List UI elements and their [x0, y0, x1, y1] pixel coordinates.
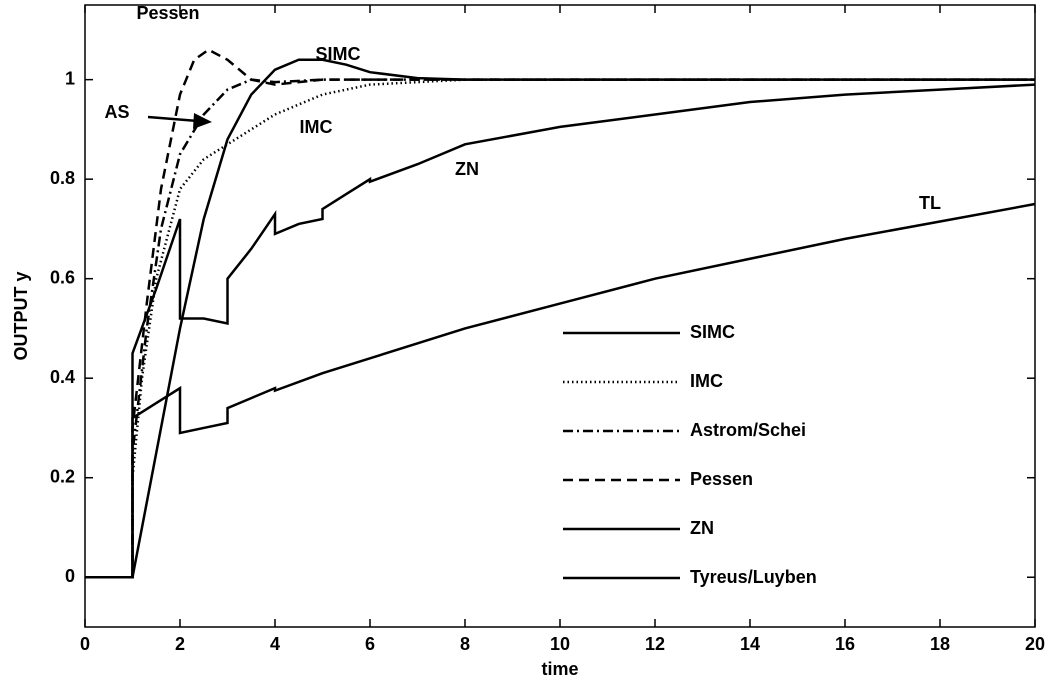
- series-line: [85, 83, 1036, 579]
- legend-label: Tyreus/Luyben: [690, 567, 817, 587]
- legend-label: ZN: [690, 518, 714, 538]
- annotation: TL: [919, 193, 941, 213]
- x-tick-label: 18: [930, 634, 950, 654]
- x-tick-label: 8: [460, 634, 470, 654]
- series-line: [85, 48, 1035, 579]
- annotation: AS: [104, 102, 129, 122]
- y-tick-label: 1: [65, 68, 75, 88]
- y-axis-label: OUTPUT y: [11, 271, 31, 360]
- x-tick-label: 4: [270, 634, 280, 654]
- x-tick-label: 20: [1025, 634, 1045, 654]
- y-tick-label: 0.6: [50, 267, 75, 287]
- y-tick-label: 0.4: [50, 367, 75, 387]
- x-tick-label: 0: [80, 634, 90, 654]
- legend-label: IMC: [690, 371, 723, 391]
- series-line: [85, 78, 1035, 579]
- as-arrow: [147, 113, 212, 129]
- series-line: [85, 78, 1035, 579]
- annotation: IMC: [300, 117, 333, 137]
- series-line: [85, 58, 1035, 579]
- x-tick-label: 16: [835, 634, 855, 654]
- x-tick-label: 6: [365, 634, 375, 654]
- x-tick-label: 2: [175, 634, 185, 654]
- x-tick-label: 14: [740, 634, 760, 654]
- annotation: SIMC: [316, 44, 361, 64]
- annotation: Pessen: [136, 3, 199, 23]
- legend-label: Astrom/Schei: [690, 420, 806, 440]
- y-tick-label: 0.2: [50, 466, 75, 486]
- x-tick-label: 10: [550, 634, 570, 654]
- x-tick-label: 12: [645, 634, 665, 654]
- legend-label: SIMC: [690, 322, 735, 342]
- x-axis-label: time: [541, 659, 578, 679]
- series-line: [85, 202, 1036, 579]
- y-tick-label: 0: [65, 566, 75, 586]
- annotation: ZN: [455, 159, 479, 179]
- legend-label: Pessen: [690, 469, 753, 489]
- y-tick-label: 0.8: [50, 168, 75, 188]
